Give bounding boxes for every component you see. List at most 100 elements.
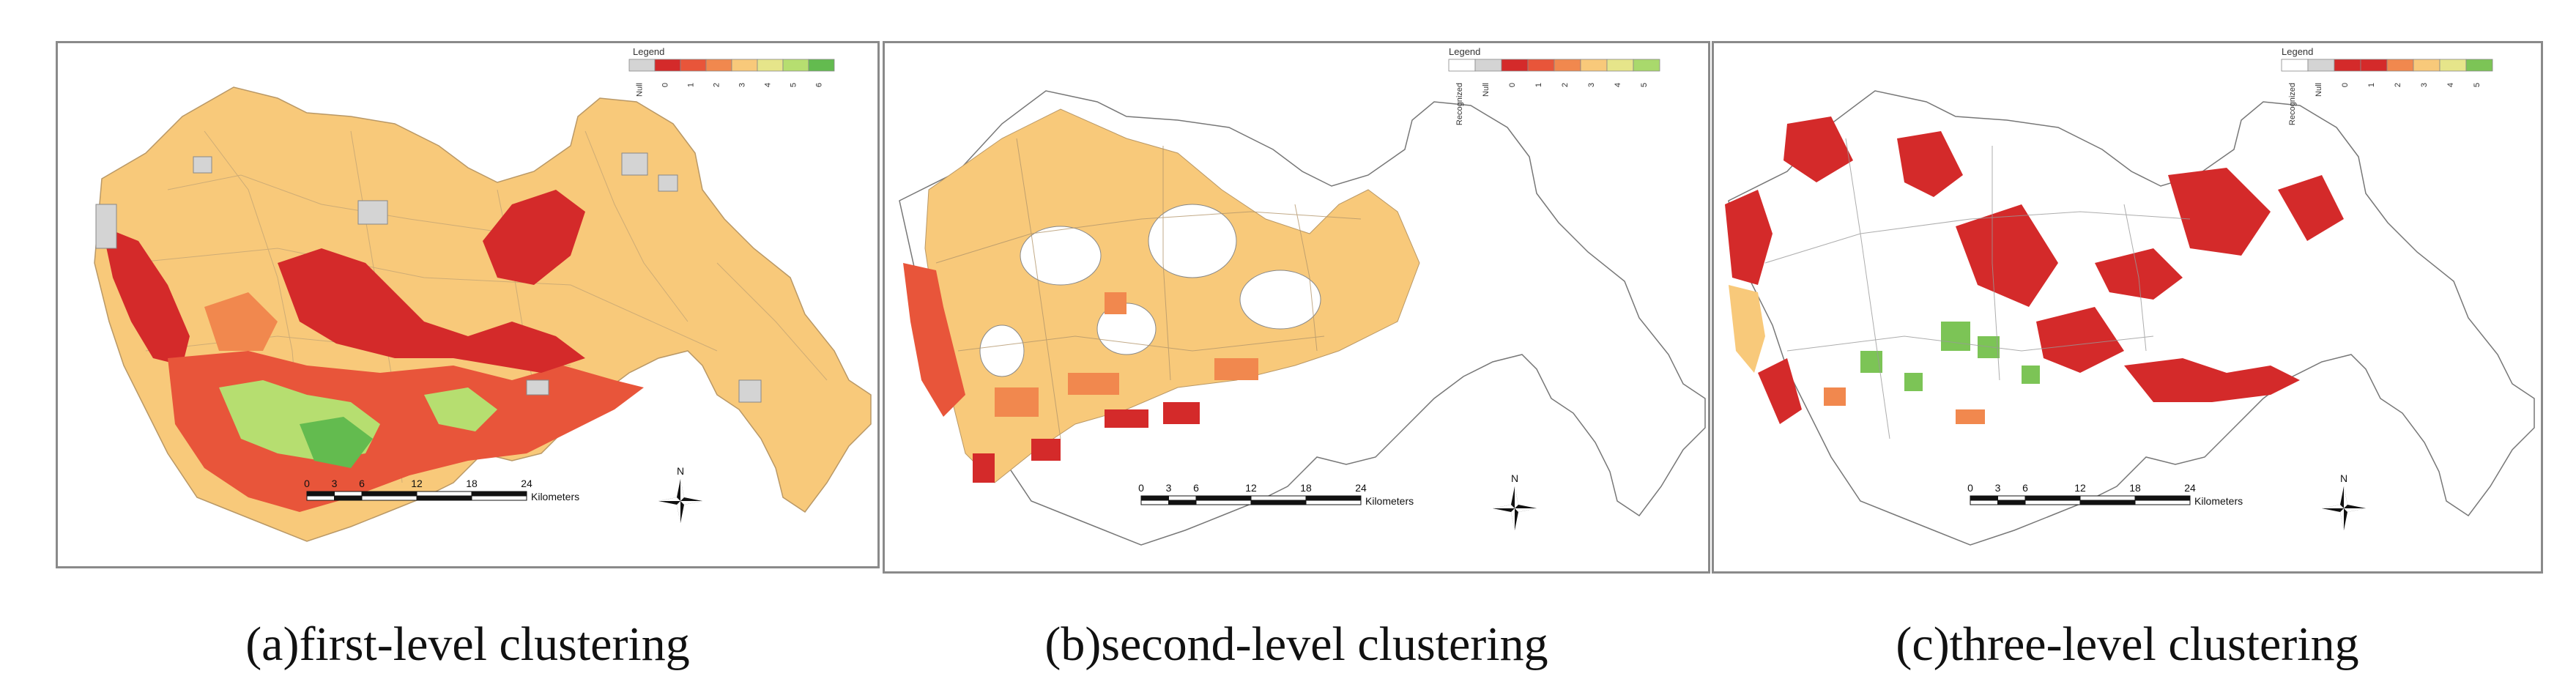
caption: (a)first-level clustering (245, 617, 690, 671)
scale-segment (1305, 495, 1362, 501)
legend-swatch (1527, 59, 1555, 72)
scale-segment (1970, 500, 1998, 505)
legend-label: Recognized (1455, 83, 1464, 125)
legend-swatch (2334, 59, 2361, 72)
compass-star (1493, 486, 1537, 530)
scale-tick-label: 18 (466, 478, 478, 489)
scale-segment (1168, 495, 1197, 501)
legend-swatch (1448, 59, 1476, 72)
scale-segment (361, 491, 417, 497)
scale-segment (1997, 495, 2026, 501)
scale-segment (1305, 500, 1362, 505)
legend-swatch (1580, 59, 1608, 72)
legend: Legend Null 0 1 2 3 4 5 6 (628, 46, 835, 97)
legend-title: Legend (633, 46, 664, 57)
legend-label: 0 (1508, 83, 1517, 87)
scale-segment (1140, 495, 1169, 501)
scale-segment (1997, 500, 2026, 505)
scale-segment (1168, 500, 1197, 505)
legend-label: 5 (2473, 83, 2482, 87)
scale-tick-label: 12 (1245, 482, 1257, 494)
north-arrow-icon: N (2322, 472, 2366, 530)
cluster-0-blocks (1725, 116, 2344, 424)
scale-tick-label: 18 (1300, 482, 1312, 494)
map-canvas: Legend Recognized Null 0 1 2 3 4 5 0 3 6 12 18 24Kil… (1725, 46, 2535, 546)
scale-segment (1970, 495, 1998, 501)
legend-label: 0 (661, 83, 670, 87)
legend-label: 1 (1534, 83, 1543, 87)
legend-swatch (757, 59, 784, 72)
legend-label: 3 (2420, 83, 2429, 87)
scale-segment (416, 495, 472, 501)
legend-label: 5 (790, 83, 798, 87)
cluster-5-blocks (1860, 322, 2040, 391)
scale-segment (471, 491, 527, 497)
north-label: N (1511, 472, 1518, 484)
legend: Legend Recognized Null 0 1 2 3 4 5 (2281, 46, 2493, 125)
scale-tick-label: 0 (1967, 482, 1973, 494)
scale-tick-label: 12 (2074, 482, 2086, 494)
legend-swatch (680, 59, 707, 72)
legend-label: Null (2315, 83, 2323, 97)
legend-label: 2 (1561, 83, 1570, 87)
unclassified-holes (979, 204, 1321, 377)
legend-swatch (1474, 59, 1502, 72)
legend: Legend Recognized Null 0 1 2 3 4 5 (1448, 46, 1660, 125)
scale-tick-label: 3 (1166, 482, 1172, 494)
legend-label: 3 (738, 83, 747, 87)
compass-star-highlight (1493, 486, 1537, 530)
scale-unit: Kilometers (531, 491, 579, 502)
region-cluster-0-central (278, 248, 585, 373)
scale-segment (416, 491, 472, 497)
legend-swatch (628, 59, 656, 72)
scale-tick-label: 12 (411, 478, 423, 489)
scale-tick-label: 6 (2022, 482, 2028, 494)
legend-swatch (2281, 59, 2309, 72)
scale-segment (2134, 495, 2191, 501)
north-arrow-icon: N (1493, 472, 1537, 530)
legend-label: 2 (713, 83, 721, 87)
compass-star-highlight (658, 479, 702, 523)
scale-segment (2079, 500, 2136, 505)
legend-swatch (2439, 59, 2467, 72)
legend-swatch (1606, 59, 1634, 72)
legend-swatch (705, 59, 732, 72)
legend-label: 4 (2446, 83, 2455, 87)
legend-title: Legend (2282, 46, 2313, 57)
scale-segment (306, 495, 335, 501)
scale-unit: Kilometers (2194, 495, 2243, 507)
null-blocks (95, 152, 762, 403)
region-cluster-2 (204, 292, 278, 351)
region-cluster-3-west (1729, 285, 1765, 373)
legend-label: 5 (1640, 83, 1649, 87)
legend-label: 2 (2394, 83, 2402, 87)
scale-tick-label: 0 (1138, 482, 1144, 494)
cluster-0-blocks (973, 402, 1200, 483)
scale-tick-label: 3 (332, 478, 338, 489)
region-map (94, 86, 872, 542)
cluster-2-blocks (995, 292, 1258, 417)
scale-segment (2079, 495, 2136, 501)
scale-segment (2024, 500, 2081, 505)
scale-segment (306, 491, 335, 497)
scale-unit: Kilometers (1365, 495, 1414, 507)
region-cluster-5-east (424, 387, 497, 431)
scale-segment (2024, 495, 2081, 501)
cluster-2-blocks (1824, 387, 1985, 424)
region-cluster-0-northeast (483, 190, 585, 285)
scale-tick-label: 24 (521, 478, 532, 489)
legend-swatch (2465, 59, 2493, 72)
region-cluster-1-west (903, 263, 965, 417)
legend-label: Null (636, 83, 645, 97)
region-cluster-3 (924, 108, 1420, 483)
legend-label: 4 (1614, 83, 1622, 87)
scale-segment (334, 495, 363, 501)
legend-swatch (2360, 59, 2388, 72)
scale-segment (1195, 495, 1252, 501)
compass-star (658, 479, 702, 523)
map-panel-first-level: Legend Null 0 1 2 3 4 5 6 0 3 6 12 18 24 Kilometers N (56, 41, 880, 568)
